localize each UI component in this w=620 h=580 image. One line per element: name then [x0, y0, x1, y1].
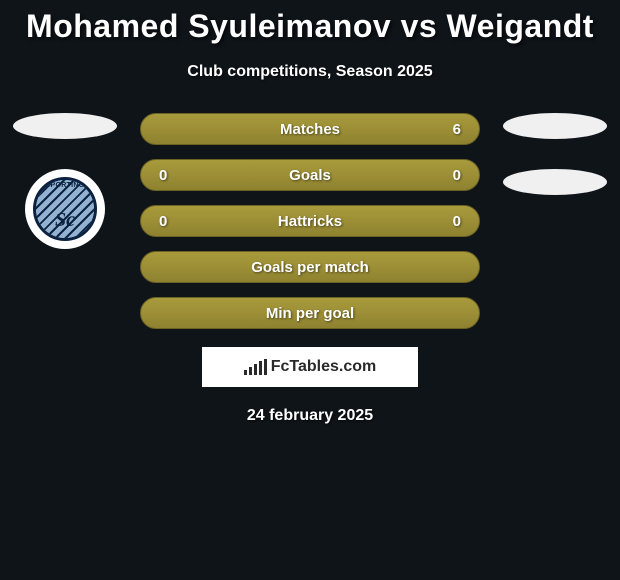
subtitle: Club competitions, Season 2025 — [0, 63, 620, 81]
stats-column: Matches 6 0 Goals 0 0 Hattricks 0 Goals … — [140, 113, 480, 329]
right-player-placeholder — [503, 113, 607, 139]
stat-row-goals-per-match: Goals per match — [140, 251, 480, 283]
page-title: Mohamed Syuleimanov vs Weigandt — [0, 0, 620, 45]
stat-label: Matches — [141, 121, 479, 138]
stat-right-value: 0 — [431, 213, 461, 230]
stat-left-value: 0 — [159, 167, 189, 184]
left-player-placeholder — [13, 113, 117, 139]
left-player-col: SPORTING Sc — [10, 113, 120, 249]
watermark-text: FcTables.com — [271, 358, 377, 376]
stat-label: Min per goal — [141, 305, 479, 322]
watermark: FcTables.com — [202, 347, 418, 387]
stat-row-goals: 0 Goals 0 — [140, 159, 480, 191]
comparison-row: SPORTING Sc Matches 6 0 Goals 0 0 Hattri… — [0, 113, 620, 329]
left-club-badge: SPORTING Sc — [25, 169, 105, 249]
bar-chart-icon — [244, 359, 267, 375]
stat-label: Goals per match — [141, 259, 479, 276]
right-player-col — [500, 113, 610, 195]
stat-row-min-per-goal: Min per goal — [140, 297, 480, 329]
stat-left-value: 0 — [159, 213, 189, 230]
stat-label: Hattricks — [141, 213, 479, 230]
stat-row-hattricks: 0 Hattricks 0 — [140, 205, 480, 237]
date-label: 24 february 2025 — [0, 407, 620, 425]
stat-right-value: 0 — [431, 167, 461, 184]
stat-label: Goals — [141, 167, 479, 184]
stat-row-matches: Matches 6 — [140, 113, 480, 145]
badge-top-text: SPORTING — [36, 182, 94, 189]
stat-right-value: 6 — [431, 121, 461, 138]
club-badge-inner: SPORTING Sc — [33, 177, 97, 241]
badge-monogram: Sc — [36, 209, 94, 232]
right-club-placeholder — [503, 169, 607, 195]
